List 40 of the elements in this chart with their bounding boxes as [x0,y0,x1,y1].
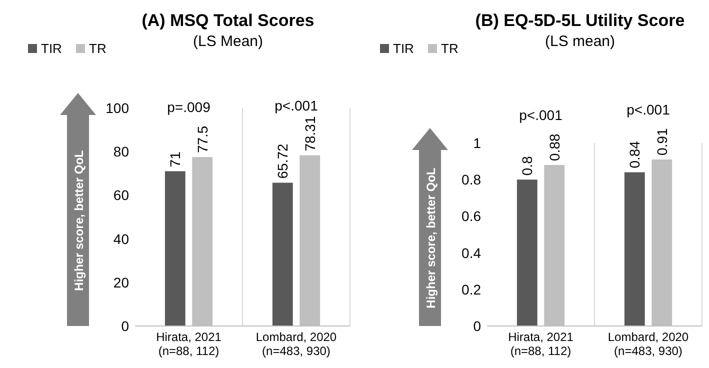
text: Higher score, better QoL [72,150,86,291]
y-tick-label: 0 [121,318,130,334]
y-tick-label: 60 [113,187,130,204]
y-tick-label: 100 [106,100,130,116]
text: Higher score, better QoL [424,168,438,308]
annotation: p=.009 [167,99,211,116]
text: p<.001 [626,101,670,118]
data-label: 71 [167,151,184,168]
data-label: 77.5 [194,126,210,154]
y-tick-label: 1 [473,135,482,151]
y-tick-label: 40 [113,230,130,247]
x-tick-label: Hirata, 2021 (n=88, 112) [156,330,222,358]
y-tick-label: 0.4 [462,244,482,261]
legend-label: TR [89,41,106,56]
chart-subtitle: (LS Mean) [192,33,264,50]
y-tick-label: 0.2 [462,281,482,298]
chart-subtitle: (LS mean) [544,33,616,50]
legend-label: TIR [393,41,414,56]
bar [272,182,293,326]
legend-label: TIR [41,41,62,56]
data-label: 0.84 [626,140,643,168]
legend-label: TR [441,41,458,56]
chart-title: (B) EQ-5D-5L Utility Score [475,11,685,30]
data-label: 0.91 [654,128,670,156]
x-tick-label: Lombard, 2020 (n=483, 930) [256,330,337,358]
data-label: 0.8 [519,156,536,176]
bar [164,171,186,326]
y-tick-label: 80 [113,144,130,160]
x-tick-label: Lombard, 2020 (n=483, 930) [608,330,689,358]
y-tick-label: 0 [473,318,482,334]
chart-title: (A) MSQ Total Scores [142,11,314,30]
data-label: 0.88 [546,134,562,161]
data-label: 78.31 [302,116,318,152]
data-label: 65.72 [274,143,291,179]
y-tick-label: 0.8 [462,172,482,188]
y-tick-label: 20 [113,274,130,290]
y-tick-label: 0.6 [462,208,482,224]
x-tick-label: Hirata, 2021 (n=88, 112) [508,330,574,358]
text: p<.001 [519,106,563,123]
annotation: p<.001 [274,97,318,114]
